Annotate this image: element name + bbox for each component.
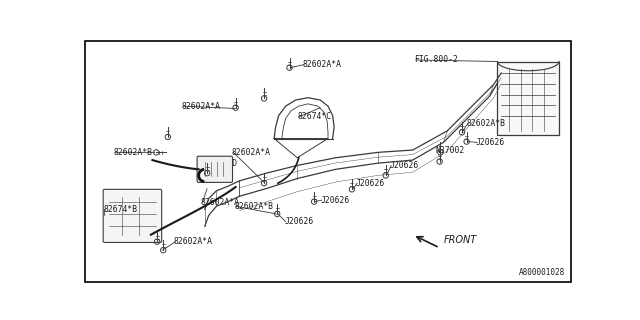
Text: 82602A*A: 82602A*A xyxy=(201,198,240,207)
Text: FRONT: FRONT xyxy=(444,235,477,245)
Text: 82674*C: 82674*C xyxy=(297,112,332,121)
Text: 82674*B: 82674*B xyxy=(103,205,138,214)
Text: 82602A*A: 82602A*A xyxy=(232,148,271,157)
Bar xyxy=(497,61,559,135)
Text: 82602A*A: 82602A*A xyxy=(174,237,213,246)
Text: J20626: J20626 xyxy=(390,161,419,170)
Text: 82602A*B: 82602A*B xyxy=(114,148,153,157)
Text: J20626: J20626 xyxy=(320,196,349,204)
Text: 82602A*B: 82602A*B xyxy=(234,202,273,211)
Text: J20626: J20626 xyxy=(284,217,314,226)
FancyBboxPatch shape xyxy=(103,189,162,243)
Text: 82602A*A: 82602A*A xyxy=(303,60,342,69)
Text: FIG.800-2: FIG.800-2 xyxy=(414,55,458,64)
Text: J20626: J20626 xyxy=(476,138,505,147)
Text: 82602A*A: 82602A*A xyxy=(182,102,221,111)
Text: 82674*D: 82674*D xyxy=(204,159,237,168)
Text: J20626: J20626 xyxy=(356,179,385,188)
FancyBboxPatch shape xyxy=(197,156,232,182)
Text: 82602A*B: 82602A*B xyxy=(467,119,506,128)
Text: N37002: N37002 xyxy=(436,146,465,155)
Text: A800001028: A800001028 xyxy=(519,268,565,277)
